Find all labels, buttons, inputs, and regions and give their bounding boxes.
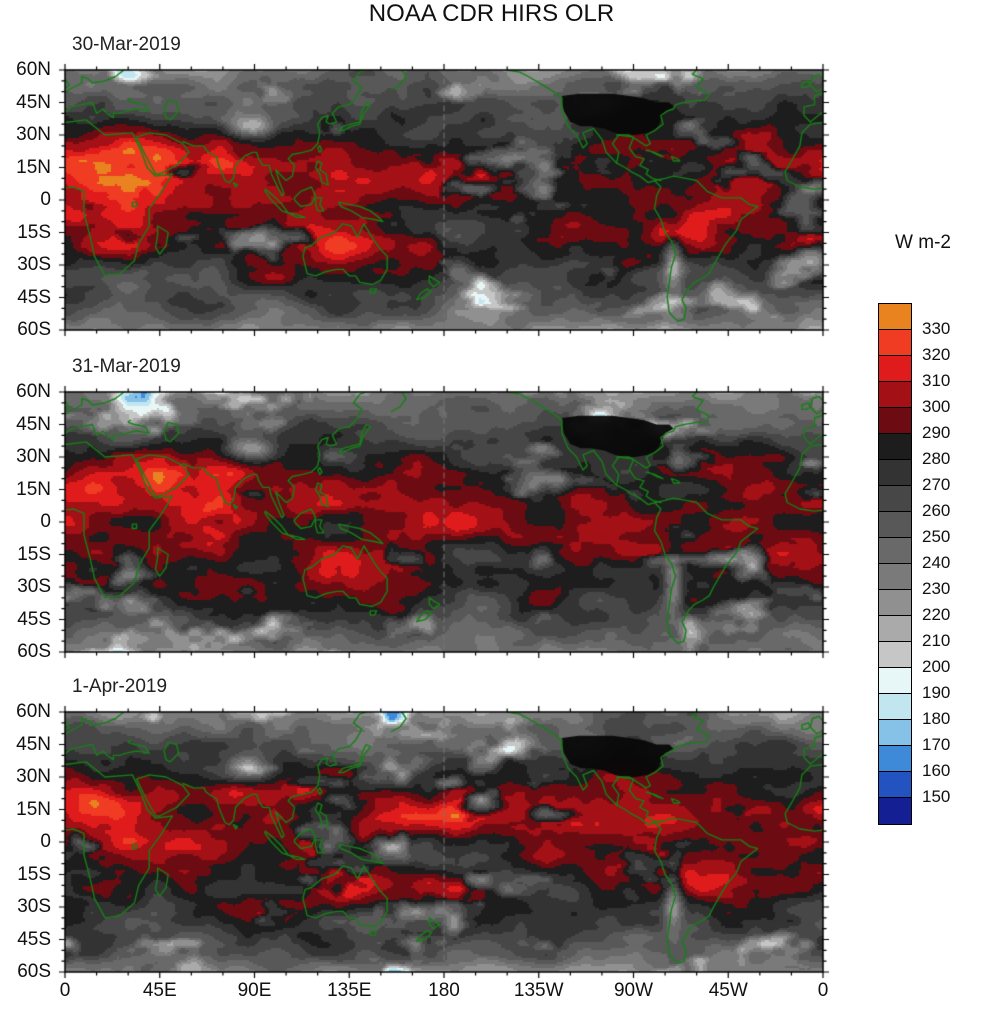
colorbar-tick-label: 330: [922, 319, 951, 338]
colorbar-tick-label: 150: [922, 787, 951, 806]
colorbar-tick-label: 170: [922, 735, 951, 754]
lat-tick-label: 30N: [16, 766, 51, 787]
lat-tick-label: 60S: [17, 641, 51, 662]
colorbar-box: [879, 772, 911, 798]
lat-tick-label: 30S: [17, 254, 51, 275]
colorbar-box: [879, 616, 911, 642]
colorbar-tick-label: 250: [922, 527, 951, 546]
panel-3-date-label: 1-Apr-2019: [72, 676, 168, 697]
colorbar-box: [879, 798, 911, 824]
panel-3-lat-axis: 60N 45N 30N 15N 0 15S 30S 45S 60S: [0, 701, 57, 982]
lon-tick-label: 45W: [708, 980, 748, 1001]
colorbar-boxes: [878, 303, 912, 825]
colorbar-tick-label: 180: [922, 709, 951, 728]
colorbar-box: [879, 642, 911, 668]
lon-tick-label: 45E: [142, 980, 177, 1001]
lat-tick-label: 45S: [17, 928, 51, 950]
colorbar-box: [879, 408, 911, 434]
colorbar-unit-label: W m-2: [895, 232, 951, 253]
lat-tick-label: 60N: [16, 701, 51, 722]
colorbar-box: [879, 434, 911, 460]
colorbar-tick-labels: 330 320 310 300 290 280 270 260 250 240 230 220 210 2…: [922, 303, 982, 823]
lat-tick-label: 15N: [16, 798, 51, 820]
colorbar-box: [879, 460, 911, 486]
colorbar-box: [879, 304, 911, 330]
panel-1-date-label: 30-Mar-2019: [72, 34, 181, 55]
lat-tick-label: 0: [40, 511, 51, 532]
colorbar-tick-label: 220: [922, 605, 951, 624]
lat-tick-label: 45N: [16, 91, 51, 113]
lat-tick-label: 0: [40, 831, 51, 852]
panel-2-date-label: 31-Mar-2019: [72, 356, 181, 377]
lat-tick-label: 45S: [17, 608, 51, 630]
lat-tick-label: 45N: [16, 413, 51, 435]
lat-tick-label: 30N: [16, 446, 51, 467]
map-panel-2: [57, 384, 831, 660]
colorbar-box: [879, 668, 911, 694]
longitude-axis: 0 45E 90E 135E 180 135W 90W 45W 0: [0, 980, 983, 1010]
colorbar-tick-label: 240: [922, 553, 951, 572]
colorbar-box: [879, 590, 911, 616]
lat-tick-label: 60S: [17, 319, 51, 340]
panel-1-lat-axis: 60N 45N 30N 15N 0 15S 30S 45S 60S: [0, 59, 57, 340]
colorbar-box: [879, 694, 911, 720]
colorbar-tick-label: 160: [922, 761, 951, 780]
lat-tick-label: 30S: [17, 576, 51, 597]
colorbar-tick-label: 300: [922, 397, 951, 416]
colorbar-tick-label: 190: [922, 683, 951, 702]
colorbar-tick-label: 280: [922, 449, 951, 468]
colorbar-box: [879, 486, 911, 512]
lat-tick-label: 15N: [16, 478, 51, 500]
colorbar-tick-label: 260: [922, 501, 951, 520]
lon-tick-label: 0: [817, 980, 829, 1001]
lat-tick-label: 15S: [17, 863, 51, 885]
colorbar-box: [879, 538, 911, 564]
lat-tick-label: 30S: [17, 896, 51, 917]
colorbar-tick-label: 320: [922, 345, 951, 364]
lat-tick-label: 15S: [17, 221, 51, 243]
colorbar-tick-label: 310: [922, 371, 951, 390]
lat-tick-label: 60N: [16, 59, 51, 80]
lat-tick-label: 15S: [17, 543, 51, 565]
map-panel-3: [57, 704, 831, 980]
colorbar-box: [879, 382, 911, 408]
colorbar-tick-label: 230: [922, 579, 951, 598]
panel-2-lat-axis: 60N 45N 30N 15N 0 15S 30S 45S 60S: [0, 381, 57, 662]
lat-tick-label: 60S: [17, 961, 51, 982]
colorbar-tick-label: 210: [922, 631, 951, 650]
lat-tick-label: 45N: [16, 733, 51, 755]
lon-tick-label: 90E: [237, 980, 272, 1001]
colorbar-box: [879, 564, 911, 590]
lon-tick-label: 135E: [327, 980, 372, 1001]
lat-tick-label: 0: [40, 189, 51, 210]
colorbar-box: [879, 356, 911, 382]
colorbar-box: [879, 720, 911, 746]
lat-tick-label: 30N: [16, 124, 51, 145]
lon-tick-label: 90W: [613, 980, 654, 1001]
lat-tick-label: 60N: [16, 381, 51, 402]
lat-tick-label: 15N: [16, 156, 51, 178]
colorbar-box: [879, 746, 911, 772]
colorbar-tick-label: 290: [922, 423, 951, 442]
lon-tick-label: 180: [428, 980, 460, 1001]
colorbar-box: [879, 512, 911, 538]
lon-tick-label: 135W: [513, 980, 564, 1001]
colorbar-tick-label: 200: [922, 657, 951, 676]
colorbar-box: [879, 330, 911, 356]
map-panel-1: [57, 62, 831, 338]
figure-title: NOAA CDR HIRS OLR: [368, 0, 615, 27]
lon-tick-label: 0: [59, 980, 71, 1001]
colorbar-tick-label: 270: [922, 475, 951, 494]
lat-tick-label: 45S: [17, 286, 51, 308]
